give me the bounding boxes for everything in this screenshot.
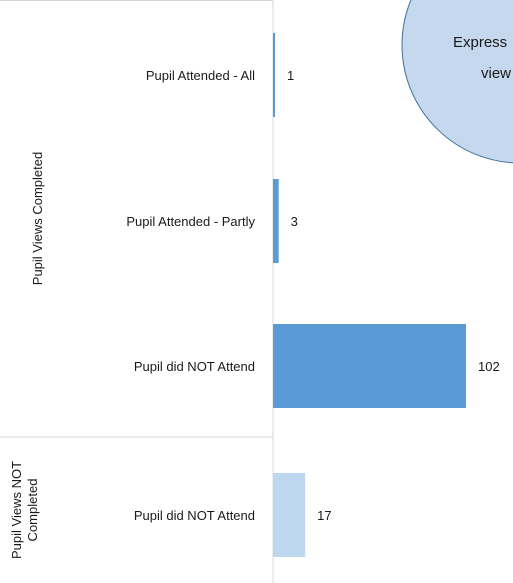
bar: [273, 33, 275, 117]
category-tick-label: Pupil did NOT Attend: [134, 508, 255, 523]
data-label: 3: [291, 214, 298, 229]
callout-text-line: Express: [453, 34, 507, 51]
data-label: 102: [478, 359, 500, 374]
callout-circle: [401, 0, 513, 164]
category-tick-label: Pupil did NOT Attend: [134, 359, 255, 374]
callout-text-line: view: [481, 65, 511, 82]
bar: [273, 324, 466, 408]
bar: [273, 473, 306, 557]
group-label: Pupil Views Completed: [30, 152, 45, 285]
data-label: 1: [287, 68, 294, 83]
category-tick-label: Pupil Attended - Partly: [126, 214, 255, 229]
category-tick-label: Pupil Attended - All: [146, 68, 255, 83]
data-label: 17: [317, 508, 331, 523]
bar: [273, 179, 279, 263]
group-label: Pupil Views NOT: [9, 461, 24, 559]
group-label: Completed: [25, 479, 40, 542]
